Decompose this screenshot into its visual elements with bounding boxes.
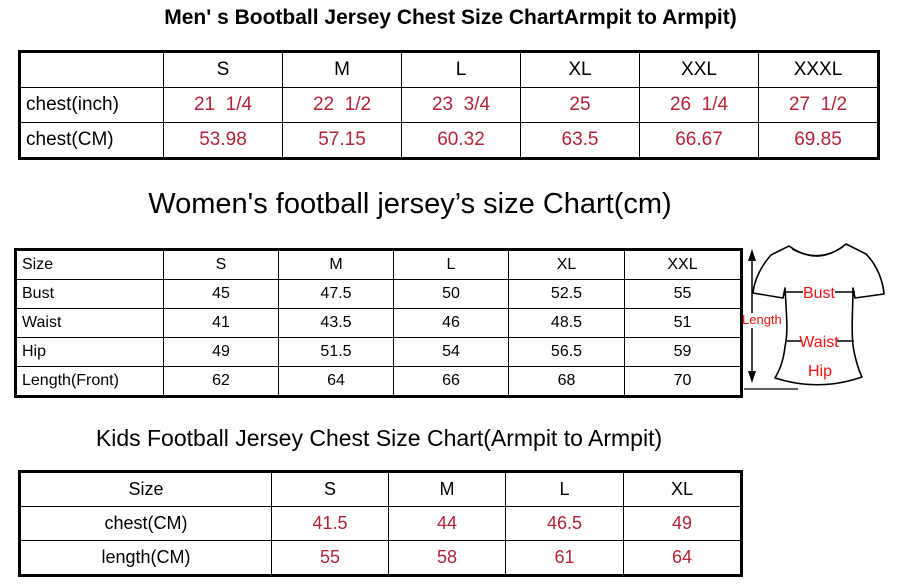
column-header: S xyxy=(163,51,283,88)
cell-value: 50 xyxy=(393,279,509,309)
bust-label: Bust xyxy=(803,285,836,302)
column-header: S xyxy=(271,471,389,507)
cell-value: 52.5 xyxy=(508,279,625,309)
cell-value: 53.98 xyxy=(163,122,283,159)
cell-value: 70 xyxy=(624,366,742,397)
table-header-row: S M L XL XXL XXXL xyxy=(19,51,879,88)
column-header: M xyxy=(282,51,402,88)
row-label: Waist xyxy=(15,308,164,338)
collar-line xyxy=(791,246,844,257)
women-size-table: Size S M L XL XXL Bust 45 47.5 50 52.5 5… xyxy=(14,248,743,398)
length-label: Length xyxy=(742,312,782,327)
cell-value: 47.5 xyxy=(278,279,394,309)
cell-value: 44 xyxy=(388,506,506,541)
men-chart-title: Men' s Bootball Jersey Chest Size ChartA… xyxy=(164,6,737,29)
cell-value: 25 xyxy=(520,87,640,123)
table-row: chest(CM) 53.98 57.15 60.32 63.5 66.67 6… xyxy=(19,122,879,159)
column-header xyxy=(19,51,164,88)
column-header: L xyxy=(505,471,624,507)
cell-value: 51.5 xyxy=(278,337,394,367)
cell-value: 45 xyxy=(163,279,279,309)
cell-value: 57.15 xyxy=(282,122,402,159)
cell-value: 58 xyxy=(388,540,506,576)
table-row: chest(CM) 41.5 44 46.5 49 xyxy=(19,506,742,541)
cell-value: 46.5 xyxy=(505,506,624,541)
cell-value: 62 xyxy=(163,366,279,397)
waist-label: Waist xyxy=(799,334,839,351)
column-header: L xyxy=(393,249,509,280)
kids-size-table: Size S M L XL chest(CM) 41.5 44 46.5 49 … xyxy=(18,470,743,577)
arrow-down-icon xyxy=(748,371,756,383)
column-header: XL xyxy=(520,51,640,88)
table-row: chest(inch) 21 1/4 22 1/2 23 3/4 25 26 1… xyxy=(19,87,879,123)
cell-value: 49 xyxy=(163,337,279,367)
row-label: chest(inch) xyxy=(19,87,164,123)
cell-value: 51 xyxy=(624,308,742,338)
cell-value: 41.5 xyxy=(271,506,389,541)
kids-chart-title: Kids Football Jersey Chest Size Chart(Ar… xyxy=(95,425,663,451)
row-label: chest(CM) xyxy=(19,122,164,159)
cell-value: 64 xyxy=(623,540,742,576)
cell-value: 48.5 xyxy=(508,308,625,338)
cell-value: 49 xyxy=(623,506,742,541)
men-size-table: S M L XL XXL XXXL chest(inch) 21 1/4 22 … xyxy=(18,50,880,160)
cell-value: 41 xyxy=(163,308,279,338)
table-header-row: Size S M L XL XXL xyxy=(15,249,742,280)
cell-value: 69.85 xyxy=(758,122,879,159)
cell-value: 68 xyxy=(508,366,625,397)
cell-value: 56.5 xyxy=(508,337,625,367)
cell-value: 54 xyxy=(393,337,509,367)
table-row: Waist 41 43.5 46 48.5 51 xyxy=(15,308,742,338)
column-header: Size xyxy=(19,471,272,507)
tshirt-outline xyxy=(752,243,885,386)
column-header: Size xyxy=(15,249,164,280)
table-row: Length(Front) 62 64 66 68 70 xyxy=(15,366,742,397)
table-row: Bust 45 47.5 50 52.5 55 xyxy=(15,279,742,309)
tshirt-diagram: Length Bust Waist Hip xyxy=(742,243,885,390)
column-header: XL xyxy=(508,249,625,280)
table-header-row: Size S M L XL xyxy=(19,471,742,507)
cell-value: 66 xyxy=(393,366,509,397)
row-label: Hip xyxy=(15,337,164,367)
cell-value: 27 1/2 xyxy=(758,87,879,123)
women-chart-title: Women's football jersey’s size Chart(cm) xyxy=(148,188,672,220)
row-label: chest(CM) xyxy=(19,506,272,541)
table-row: Hip 49 51.5 54 56.5 59 xyxy=(15,337,742,367)
cell-value: 60.32 xyxy=(401,122,521,159)
cell-value: 66.67 xyxy=(639,122,759,159)
row-label: Length(Front) xyxy=(15,366,164,397)
cell-value: 59 xyxy=(624,337,742,367)
cell-value: 55 xyxy=(271,540,389,576)
cell-value: 21 1/4 xyxy=(163,87,283,123)
column-header: S xyxy=(163,249,279,280)
column-header: M xyxy=(278,249,394,280)
hip-label: Hip xyxy=(808,363,832,380)
cell-value: 43.5 xyxy=(278,308,394,338)
cell-value: 26 1/4 xyxy=(639,87,759,123)
arrow-up-icon xyxy=(748,249,756,261)
column-header: M xyxy=(388,471,506,507)
row-label: Bust xyxy=(15,279,164,309)
cell-value: 22 1/2 xyxy=(282,87,402,123)
cell-value: 61 xyxy=(505,540,624,576)
table-row: length(CM) 55 58 61 64 xyxy=(19,540,742,576)
column-header: XXL xyxy=(624,249,742,280)
column-header: XXXL xyxy=(758,51,879,88)
cell-value: 63.5 xyxy=(520,122,640,159)
cell-value: 64 xyxy=(278,366,394,397)
cell-value: 46 xyxy=(393,308,509,338)
column-header: XL xyxy=(623,471,742,507)
cell-value: 55 xyxy=(624,279,742,309)
row-label: length(CM) xyxy=(19,540,272,576)
column-header: XXL xyxy=(639,51,759,88)
column-header: L xyxy=(401,51,521,88)
cell-value: 23 3/4 xyxy=(401,87,521,123)
